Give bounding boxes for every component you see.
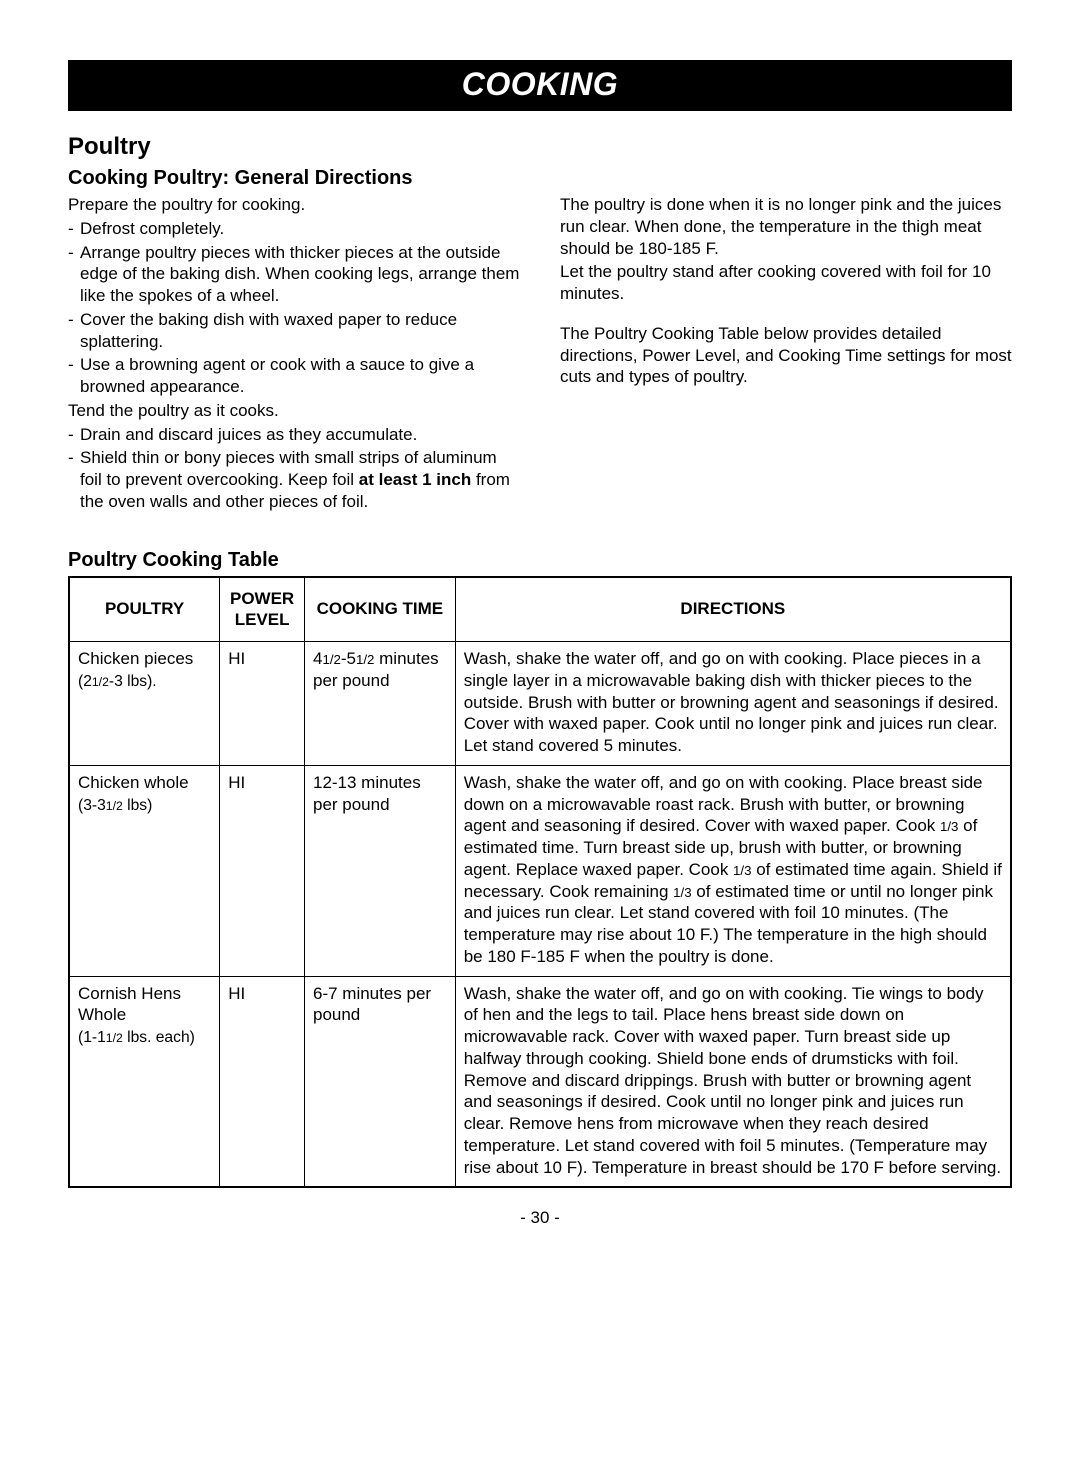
table-row: Chicken whole (3-31/2 lbs) HI 12-13 minu… — [69, 765, 1011, 976]
left-column: Prepare the poultry for cooking. Defrost… — [68, 194, 520, 515]
text: (1-11/2 lbs. each) — [78, 1029, 195, 1046]
cell-poultry: Chicken whole (3-31/2 lbs) — [69, 765, 220, 976]
fraction: 1/3 — [733, 863, 751, 878]
text: (3-3 — [78, 797, 106, 814]
cell-power: HI — [220, 976, 305, 1187]
cell-time: 41/2-51/2 minutes per pound — [304, 642, 455, 766]
list-item: Arrange poultry pieces with thicker piec… — [68, 242, 520, 307]
cell-directions: Wash, shake the water off, and go on wit… — [455, 976, 1011, 1187]
col-header-time: COOKING TIME — [304, 577, 455, 642]
text: -5 — [341, 649, 356, 668]
list-item: Shield thin or bony pieces with small st… — [68, 447, 520, 512]
poultry-cooking-table: POULTRY POWER LEVEL COOKING TIME DIRECTI… — [68, 576, 1012, 1189]
text: (21/2-3 lbs). — [78, 673, 157, 690]
cell-directions: Wash, shake the water off, and go on wit… — [455, 642, 1011, 766]
col-header-directions: DIRECTIONS — [455, 577, 1011, 642]
page-title: Poultry — [68, 133, 1012, 161]
body-text: The Poultry Cooking Table below provides… — [560, 323, 1012, 388]
section-banner: COOKING — [68, 60, 1012, 111]
fraction: 1/3 — [673, 885, 691, 900]
right-column: The poultry is done when it is no longer… — [560, 194, 1012, 515]
col-header-poultry: POULTRY — [69, 577, 220, 642]
body-text: Let the poultry stand after cooking cove… — [560, 261, 1012, 305]
list-item: Use a browning agent or cook with a sauc… — [68, 354, 520, 398]
lead-text: Tend the poultry as it cooks. — [68, 400, 520, 422]
body-text: The poultry is done when it is no longer… — [560, 194, 1012, 259]
table-title: Poultry Cooking Table — [68, 549, 1012, 572]
fraction: 1/2 — [106, 1031, 123, 1045]
text: lbs) — [123, 797, 153, 814]
fraction: 1/2 — [356, 652, 374, 667]
list-item: Cover the baking dish with waxed paper t… — [68, 309, 520, 353]
bullet-list: Defrost completely. Arrange poultry piec… — [68, 218, 520, 398]
fraction: 1/3 — [940, 819, 958, 834]
text: (3-31/2 lbs) — [78, 797, 152, 814]
cell-power: HI — [220, 765, 305, 976]
cell-directions: Wash, shake the water off, and go on wit… — [455, 765, 1011, 976]
cell-time: 12-13 minutes per pound — [304, 765, 455, 976]
page-number: - 30 - — [68, 1208, 1012, 1228]
list-item: Drain and discard juices as they accumul… — [68, 424, 520, 446]
cell-time: 6-7 minutes per pound — [304, 976, 455, 1187]
text: Chicken whole — [78, 773, 189, 792]
cell-poultry: Cornish Hens Whole (1-11/2 lbs. each) — [69, 976, 220, 1187]
list-item: Defrost completely. — [68, 218, 520, 240]
text: Chicken pieces — [78, 649, 193, 668]
text: lbs. each) — [123, 1029, 195, 1046]
text: -3 lbs). — [109, 673, 157, 690]
fraction: 1/2 — [322, 652, 340, 667]
bullet-list: Drain and discard juices as they accumul… — [68, 424, 520, 513]
lead-text: Prepare the poultry for cooking. — [68, 194, 520, 216]
fraction: 1/2 — [92, 675, 109, 689]
cell-poultry: Chicken pieces (21/2-3 lbs). — [69, 642, 220, 766]
col-header-power: POWER LEVEL — [220, 577, 305, 642]
table-row: Chicken pieces (21/2-3 lbs). HI 41/2-51/… — [69, 642, 1011, 766]
bold-text: at least 1 inch — [359, 470, 471, 489]
banner-text: COOKING — [462, 66, 618, 102]
two-column-body: Prepare the poultry for cooking. Defrost… — [68, 194, 1012, 515]
subsection-title: Cooking Poultry: General Directions — [68, 167, 1012, 190]
cell-power: HI — [220, 642, 305, 766]
text: Cornish Hens Whole — [78, 984, 181, 1025]
text: (2 — [78, 673, 92, 690]
text: (1-1 — [78, 1029, 106, 1046]
table-row: Cornish Hens Whole (1-11/2 lbs. each) HI… — [69, 976, 1011, 1187]
fraction: 1/2 — [106, 799, 123, 813]
text: Wash, shake the water off, and go on wit… — [464, 773, 983, 836]
table-header-row: POULTRY POWER LEVEL COOKING TIME DIRECTI… — [69, 577, 1011, 642]
